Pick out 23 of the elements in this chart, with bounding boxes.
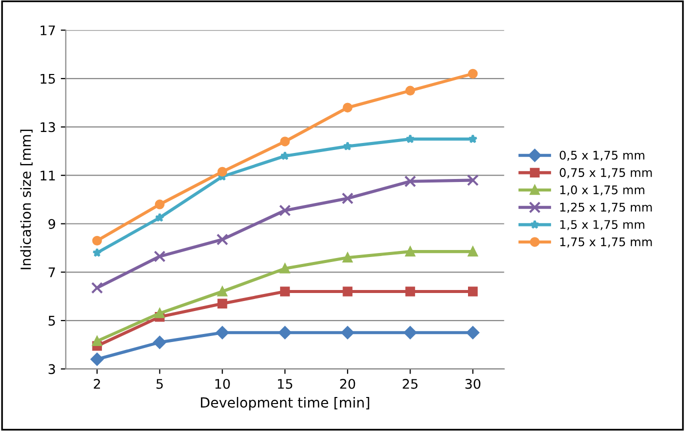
legend-label: 1,5 x 1,75 mm [560,220,644,230]
x-tick-label: 10 [215,378,230,389]
legend-label: 0,75 x 1,75 mm [560,168,652,178]
y-axis-title: Indication size [mm] [20,130,33,270]
legend-label: 1,25 x 1,75 mm [560,202,652,213]
legend-label: 0,5 x 1,75 mm [560,150,644,161]
x-tick-label: 30 [465,378,480,389]
y-tick-label: 15 [40,74,55,84]
y-tick-label: 3 [48,364,55,374]
y-tick-label: 5 [48,316,55,326]
y-tick-label: 9 [48,218,56,229]
y-tick-label: 7 [48,268,55,278]
x-axis-title: Development time [min] [200,396,370,410]
legend-label: 1,75 x 1,75 mm [560,238,652,248]
x-tick-label: 25 [402,378,418,389]
x-tick-label: 5 [156,379,163,389]
y-tick-label: 11 [40,170,55,180]
y-tick-label: 17 [40,26,55,36]
y-tick-label: 13 [40,122,55,132]
x-tick-label: 15 [278,379,292,389]
x-tick-label: 2 [94,378,100,389]
legend-label: 1,0 x 1,75 mm [560,185,644,196]
x-tick-label: 20 [340,378,356,389]
